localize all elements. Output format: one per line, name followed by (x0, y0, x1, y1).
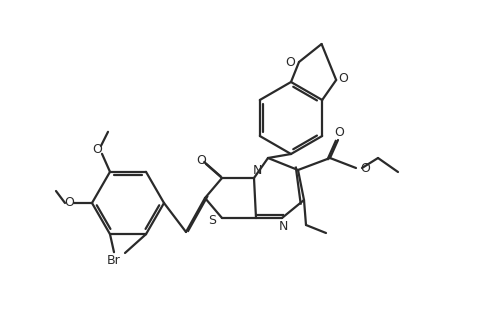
Text: O: O (334, 126, 344, 139)
Text: N: N (252, 164, 262, 178)
Text: O: O (285, 56, 295, 70)
Text: O: O (360, 163, 370, 175)
Text: S: S (208, 213, 216, 227)
Text: N: N (278, 220, 288, 232)
Text: O: O (64, 197, 74, 209)
Text: O: O (92, 143, 102, 156)
Text: O: O (196, 154, 206, 167)
Text: O: O (338, 72, 348, 85)
Text: Br: Br (107, 254, 121, 267)
